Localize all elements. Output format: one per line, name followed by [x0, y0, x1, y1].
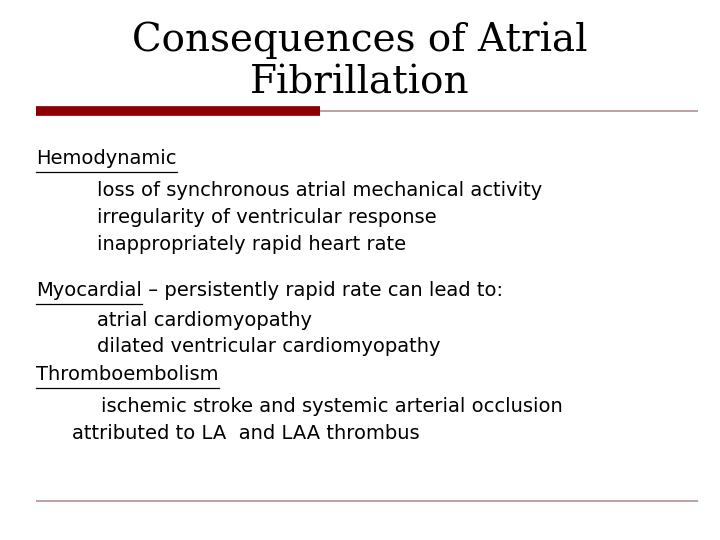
Text: Myocardial: Myocardial	[36, 281, 142, 300]
Text: Consequences of Atrial
Fibrillation: Consequences of Atrial Fibrillation	[132, 22, 588, 102]
Text: atrial cardiomyopathy: atrial cardiomyopathy	[97, 310, 312, 329]
Text: inappropriately rapid heart rate: inappropriately rapid heart rate	[97, 235, 406, 254]
Text: dilated ventricular cardiomyopathy: dilated ventricular cardiomyopathy	[97, 338, 441, 356]
Text: – persistently rapid rate can lead to:: – persistently rapid rate can lead to:	[142, 281, 503, 300]
Text: ischemic stroke and systemic arterial occlusion: ischemic stroke and systemic arterial oc…	[101, 397, 562, 416]
Text: Thromboembolism: Thromboembolism	[36, 364, 218, 383]
Text: Hemodynamic: Hemodynamic	[36, 148, 176, 167]
Text: attributed to LA  and LAA thrombus: attributed to LA and LAA thrombus	[72, 424, 420, 443]
Text: irregularity of ventricular response: irregularity of ventricular response	[97, 208, 437, 227]
Text: loss of synchronous atrial mechanical activity: loss of synchronous atrial mechanical ac…	[97, 181, 542, 200]
